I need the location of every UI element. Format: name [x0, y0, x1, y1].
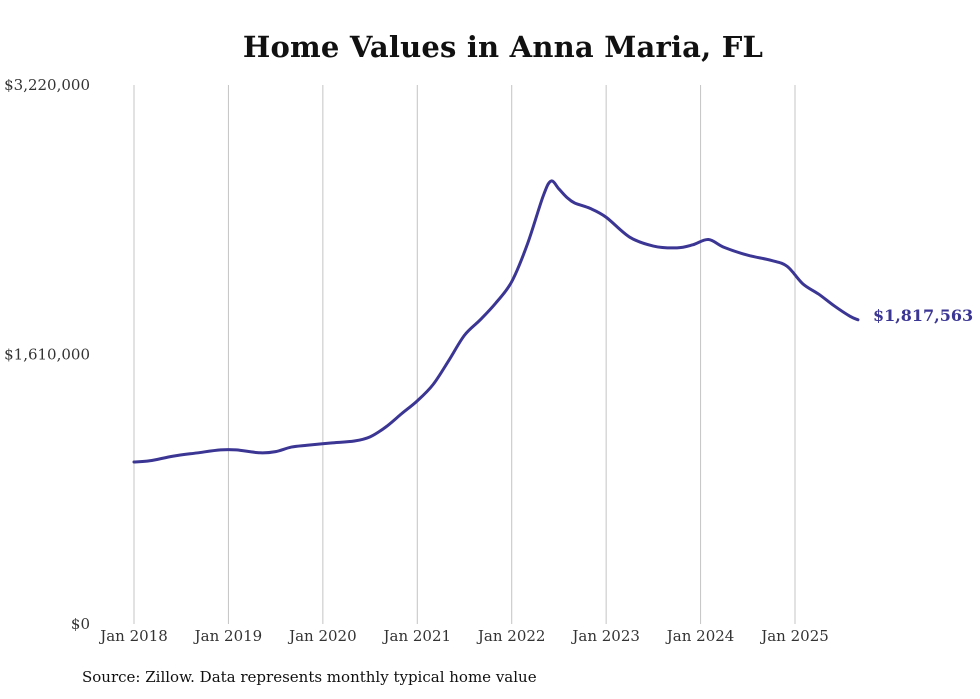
x-tick-label: Jan 2021 — [382, 627, 452, 645]
x-tick-label: Jan 2025 — [759, 627, 829, 645]
chart-title: Home Values in Anna Maria, FL — [242, 30, 764, 64]
end-value-label: $1,817,563 — [873, 306, 973, 325]
x-tick-label: Jan 2019 — [193, 627, 263, 645]
home-value-line — [132, 179, 860, 464]
y-tick-label: $3,220,000 — [4, 76, 90, 94]
x-axis-ticks: Jan 2018 Jan 2019 Jan 2020 Jan 2021 Jan 2022… — [98, 627, 829, 645]
x-tick-label: Jan 2020 — [287, 627, 357, 645]
gridlines — [133, 85, 796, 624]
series-layer — [132, 179, 860, 464]
x-tick-label: Jan 2024 — [665, 627, 735, 645]
x-tick-label: Jan 2022 — [476, 627, 546, 645]
source-note: Source: Zillow. Data represents monthly … — [82, 668, 537, 686]
y-tick-label: $0 — [71, 615, 90, 633]
y-tick-label: $1,610,000 — [4, 346, 90, 364]
x-tick-label: Jan 2023 — [570, 627, 640, 645]
x-tick-label: Jan 2018 — [98, 627, 168, 645]
end-label-layer: $1,817,563 — [873, 306, 973, 325]
y-axis-ticks: $0 $1,610,000 $3,220,000 — [4, 76, 90, 633]
